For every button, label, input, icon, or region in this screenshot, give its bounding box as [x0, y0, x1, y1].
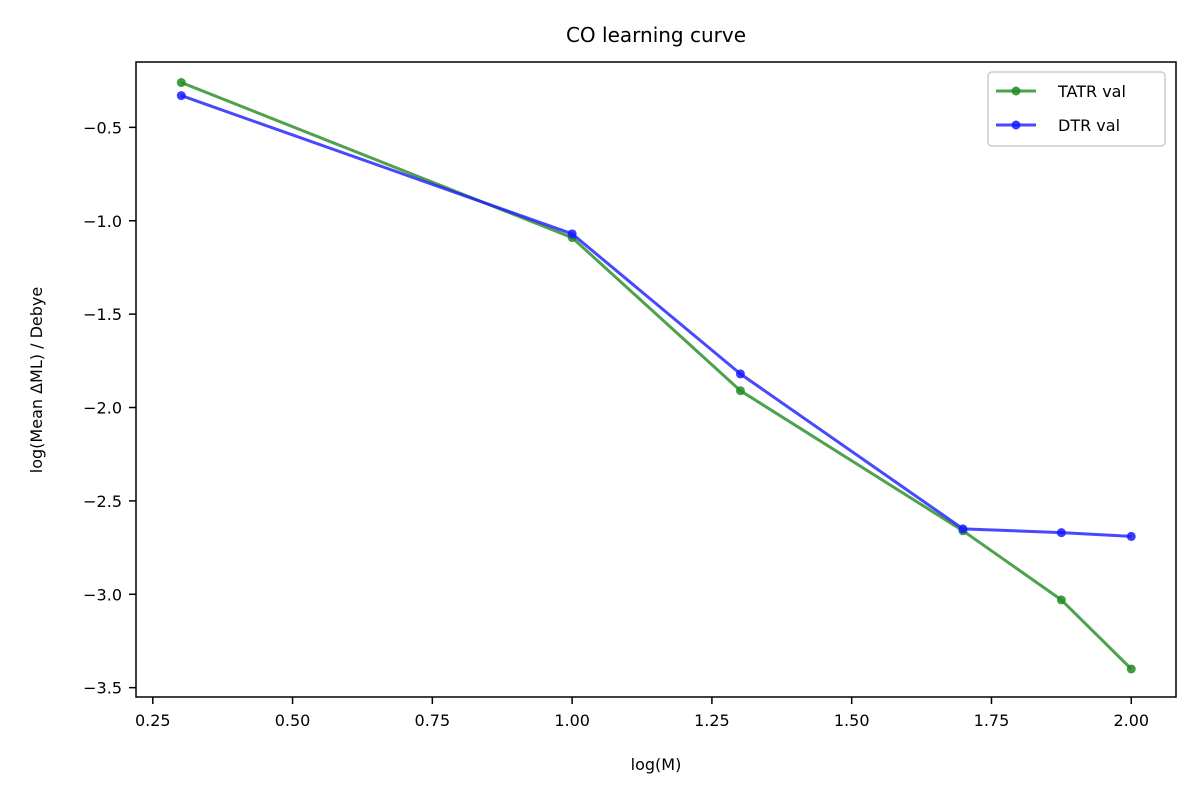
- x-tick-label: 1.25: [694, 711, 730, 730]
- legend-label: DTR val: [1058, 116, 1120, 135]
- data-point: [735, 386, 745, 396]
- data-point: [1126, 664, 1136, 674]
- data-point: [1056, 595, 1066, 605]
- y-tick-label: −3.5: [83, 679, 122, 698]
- y-tick-label: −1.5: [83, 305, 122, 324]
- x-tick-label: 0.50: [275, 711, 311, 730]
- y-axis-label: log(Mean ΔML) / Debye: [27, 287, 46, 473]
- y-tick-label: −3.0: [83, 585, 122, 604]
- y-tick-label: −2.0: [83, 399, 122, 418]
- y-tick-label: −1.0: [83, 212, 122, 231]
- x-tick-label: 2.00: [1113, 711, 1149, 730]
- data-point: [176, 78, 186, 88]
- data-point: [958, 524, 968, 534]
- x-tick-label: 1.50: [834, 711, 870, 730]
- x-axis-label: log(M): [631, 755, 682, 774]
- plot-frame: [135, 61, 1177, 698]
- y-tick-label: −2.5: [83, 492, 122, 511]
- x-tick-label: 0.25: [135, 711, 171, 730]
- data-point: [1126, 531, 1136, 541]
- data-point: [176, 91, 186, 101]
- legend-marker: [1011, 86, 1021, 96]
- legend-marker: [1011, 120, 1021, 130]
- x-tick-label: 1.00: [554, 711, 590, 730]
- series-line-2: [180, 94, 1132, 538]
- chart-title: CO learning curve: [566, 23, 746, 47]
- plot-area: 0.25 0.50 0.75 1.00 1.25 1.50 1.75 2.00 −0.5 −1.0…: [83, 61, 1177, 730]
- legend: TATR val DTR val: [987, 71, 1166, 147]
- x-tick-label: 1.75: [974, 711, 1010, 730]
- y-tick-label: −0.5: [83, 118, 122, 137]
- x-tick-label: 0.75: [415, 711, 451, 730]
- data-point: [1056, 528, 1066, 538]
- data-point: [735, 369, 745, 379]
- data-point: [567, 229, 577, 239]
- legend-label: TATR val: [1057, 82, 1126, 101]
